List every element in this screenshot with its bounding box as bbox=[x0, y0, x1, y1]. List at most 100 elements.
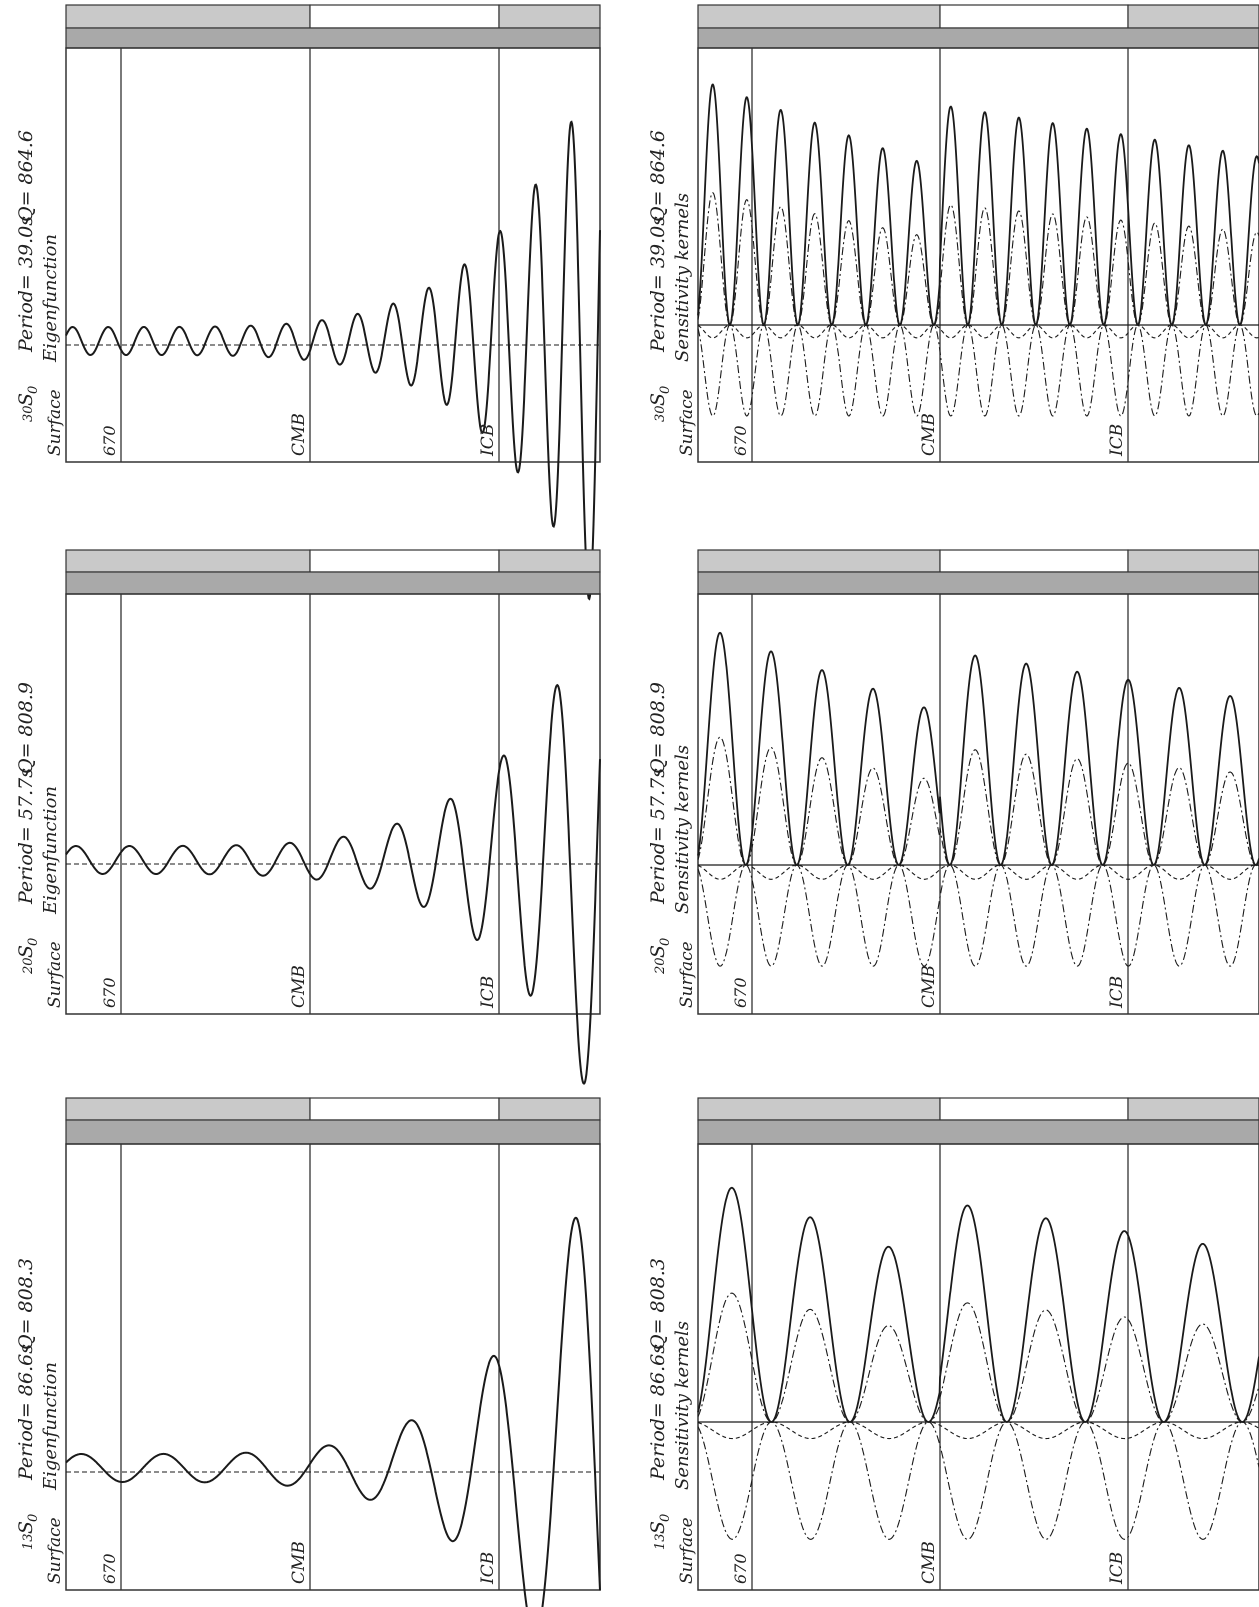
right-q-label: Q= 808.9 bbox=[647, 682, 669, 774]
kernel-curve-dashdot-up bbox=[697, 192, 1259, 326]
left-plot-frame bbox=[65, 47, 601, 463]
mode-s: S bbox=[15, 393, 37, 406]
right-title: Sensitivity kernels bbox=[672, 745, 693, 914]
left-label-surface: Surface bbox=[45, 941, 65, 1008]
left-label-670: 670 bbox=[100, 425, 119, 456]
right-label-icb: ICB bbox=[1107, 424, 1127, 457]
mode-s: S bbox=[647, 945, 669, 958]
mode-n: 13 bbox=[21, 1533, 36, 1550]
right-label-surface: Surface bbox=[677, 941, 697, 1008]
right-period-label: Period= 57.7s bbox=[647, 768, 669, 905]
left-bar-outer-core bbox=[309, 1097, 500, 1121]
right-bar-inner-core bbox=[1127, 4, 1259, 29]
right-label-cmb: CMB bbox=[919, 1541, 939, 1584]
left-label-icb: ICB bbox=[478, 1552, 498, 1585]
left-bar-inner-core bbox=[498, 4, 601, 29]
left-plot-frame bbox=[65, 593, 601, 1015]
right-plot-frame bbox=[697, 47, 1259, 463]
left-bar-outer-core bbox=[309, 4, 500, 29]
right-bar-mantle bbox=[697, 1097, 941, 1121]
mode-n: 13 bbox=[653, 1533, 668, 1550]
right-bar-inner-core bbox=[1127, 1097, 1259, 1121]
left-bar-mantle bbox=[65, 4, 311, 29]
left-label-670: 670 bbox=[100, 977, 119, 1008]
right-label-cmb: CMB bbox=[919, 413, 939, 456]
right-q-label: Q= 864.6 bbox=[647, 130, 669, 222]
right-label-670: 670 bbox=[731, 1553, 750, 1584]
left-label-cmb: CMB bbox=[289, 413, 309, 456]
mode-l: 0 bbox=[658, 386, 673, 394]
mode-l: 0 bbox=[26, 386, 41, 394]
left-bar-attenuation bbox=[65, 1119, 601, 1145]
eigenfunction-curve bbox=[65, 120, 601, 601]
left-q-label: Q= 864.6 bbox=[15, 130, 37, 222]
left-label-icb: ICB bbox=[478, 424, 498, 457]
right-title: Sensitivity kernels bbox=[672, 193, 693, 362]
mode-s: S bbox=[15, 1521, 37, 1534]
right-bar-attenuation bbox=[697, 27, 1259, 49]
left-label-670: 670 bbox=[100, 1553, 119, 1584]
right-label-670: 670 bbox=[731, 977, 750, 1008]
right-plot-frame bbox=[697, 1143, 1259, 1591]
left-title: Eigenfunction bbox=[40, 786, 61, 915]
left-q-label: Q= 808.9 bbox=[15, 682, 37, 774]
right-bar-outer-core bbox=[939, 549, 1129, 573]
mode-n: 20 bbox=[653, 957, 668, 975]
kernel-curve-dashed bbox=[697, 324, 1259, 339]
kernel-curve-dashdot-down bbox=[697, 864, 1259, 967]
right-plot-frame bbox=[697, 593, 1259, 1015]
kernel-curve-solid bbox=[697, 631, 1259, 866]
mode-l: 0 bbox=[26, 1514, 41, 1522]
left-title: Eigenfunction bbox=[40, 234, 61, 363]
right-label-surface: Surface bbox=[677, 389, 697, 456]
mode-s: S bbox=[15, 945, 37, 958]
mode-s: S bbox=[647, 1521, 669, 1534]
left-bar-attenuation bbox=[65, 571, 601, 595]
left-q-label: Q= 808.3 bbox=[15, 1258, 37, 1350]
right-label-670: 670 bbox=[731, 425, 750, 456]
right-period-label: Period= 39.0s bbox=[647, 216, 669, 353]
right-q-label: Q= 808.3 bbox=[647, 1258, 669, 1350]
left-title: Eigenfunction bbox=[40, 1362, 61, 1491]
left-bar-outer-core bbox=[309, 549, 500, 573]
kernel-curve-dashdot-up bbox=[697, 1292, 1259, 1423]
eigenfunction-curve bbox=[65, 1216, 601, 1607]
right-label-icb: ICB bbox=[1107, 976, 1127, 1009]
left-label-icb: ICB bbox=[478, 976, 498, 1009]
kernel-curve-dashed bbox=[697, 1421, 1259, 1440]
mode-n: 30 bbox=[21, 405, 36, 422]
mode-l: 0 bbox=[658, 938, 673, 946]
kernel-curve-solid bbox=[697, 83, 1259, 327]
mode-n: 20 bbox=[21, 957, 36, 975]
mode-n: 30 bbox=[653, 405, 668, 422]
left-bar-mantle bbox=[65, 1097, 311, 1121]
right-label-icb: ICB bbox=[1107, 1552, 1127, 1585]
right-label-surface: Surface bbox=[677, 1517, 697, 1584]
mode-s: S bbox=[647, 393, 669, 406]
kernel-curve-dashdot-down bbox=[697, 1421, 1259, 1540]
left-bar-attenuation bbox=[65, 27, 601, 49]
right-title: Sensitivity kernels bbox=[672, 1321, 693, 1490]
left-period-label: Period= 86.6s bbox=[15, 1344, 37, 1481]
left-bar-mantle bbox=[65, 549, 311, 573]
right-period-label: Period= 86.6s bbox=[647, 1344, 669, 1481]
mode-l: 0 bbox=[658, 1514, 673, 1522]
right-bar-inner-core bbox=[1127, 549, 1259, 573]
eigenfunction-curve bbox=[65, 683, 601, 1085]
kernel-curve-dashdot-up bbox=[697, 736, 1259, 866]
kernel-curve-dashed bbox=[697, 864, 1259, 880]
right-bar-outer-core bbox=[939, 4, 1129, 29]
left-period-label: Period= 39.0s bbox=[15, 216, 37, 353]
